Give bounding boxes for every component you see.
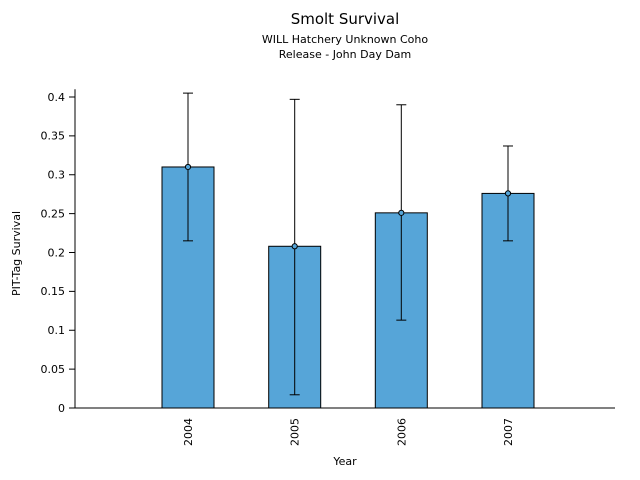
y-tick-label: 0.15 bbox=[41, 285, 66, 298]
y-tick-label: 0.3 bbox=[48, 169, 66, 182]
x-axis-label: Year bbox=[333, 455, 357, 468]
y-tick-label: 0 bbox=[58, 402, 65, 415]
y-tick-label: 0.25 bbox=[41, 207, 66, 220]
x-tick-label: 2004 bbox=[182, 418, 195, 446]
y-tick-label: 0.35 bbox=[41, 130, 66, 143]
point-marker bbox=[504, 190, 512, 197]
y-tick-label: 0.2 bbox=[48, 246, 66, 259]
point-marker bbox=[398, 209, 405, 216]
chart-title: Smolt Survival bbox=[290, 10, 400, 28]
point-marker bbox=[184, 163, 192, 171]
y-tick-label: 0.4 bbox=[48, 91, 66, 104]
chart-subtitle-2: Release - John Day Dam bbox=[278, 48, 412, 61]
x-tick-label: 2007 bbox=[502, 418, 515, 446]
x-tick-label: 2005 bbox=[289, 418, 302, 446]
x-tick-label: 2006 bbox=[395, 418, 408, 446]
chart-subtitle-1: WILL Hatchery Unknown Coho bbox=[261, 33, 429, 46]
y-tick-label: 0.05 bbox=[41, 363, 66, 376]
y-tick-label: 0.1 bbox=[48, 324, 66, 337]
point-marker bbox=[291, 243, 298, 250]
